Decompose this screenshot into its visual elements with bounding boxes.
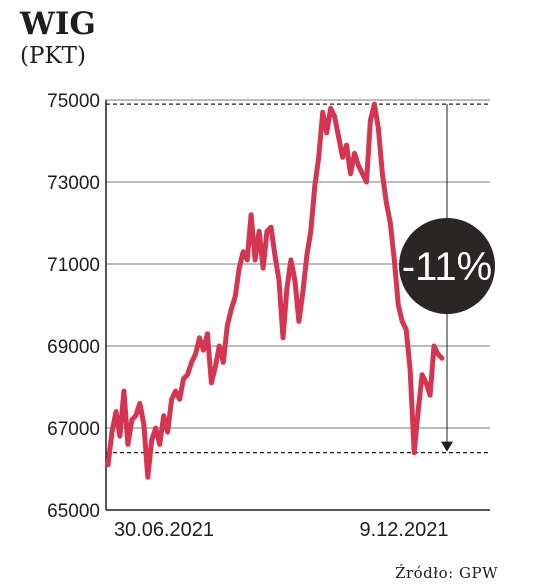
x-tick-label: 9.12.2021 — [360, 519, 449, 541]
x-tick-label: 30.06.2021 — [114, 519, 214, 541]
y-tick-label: 73000 — [47, 173, 100, 194]
change-annotation: -11% — [399, 218, 495, 314]
y-tick-label: 69000 — [47, 337, 100, 358]
change-badge — [399, 218, 495, 314]
change-arrow-head — [441, 441, 453, 452]
y-tick-labels: 75000 73000 71000 69000 67000 65000 — [47, 91, 100, 522]
source-note: Źródło: GPW — [395, 564, 498, 582]
series-line — [105, 101, 445, 480]
y-tick-label: 67000 — [47, 419, 100, 440]
y-tick-label: 71000 — [47, 255, 100, 276]
y-axis-unit-label: (PKT) — [20, 43, 86, 69]
x-tick-labels: 30.06.2021 9.12.2021 — [114, 519, 449, 541]
chart-title: WIG — [19, 6, 96, 42]
series-layer — [105, 101, 445, 480]
change-badge-label: -11% — [402, 245, 492, 289]
y-tick-label: 65000 — [47, 501, 100, 522]
y-tick-label: 75000 — [47, 91, 100, 112]
